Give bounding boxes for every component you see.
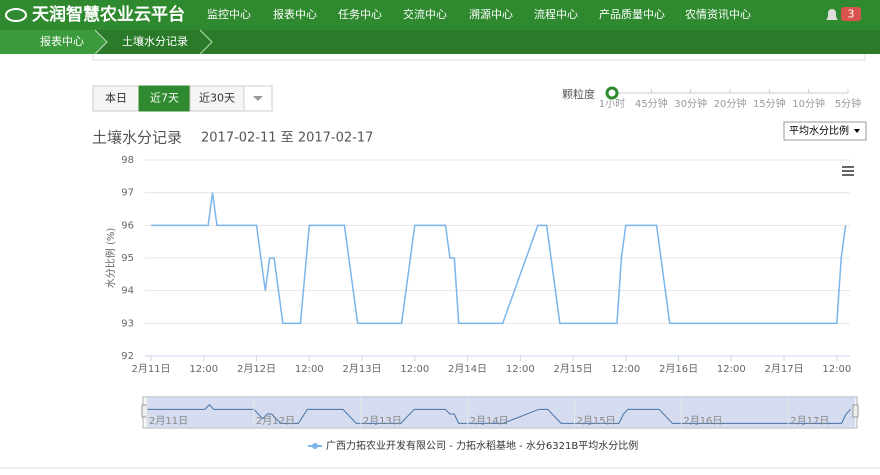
- badge-count: 3: [848, 8, 855, 21]
- x-tick-label: 12:00: [295, 364, 324, 375]
- slider-option[interactable]: 10分钟: [792, 97, 825, 110]
- x-tick-label: 2月15日: [553, 363, 592, 375]
- x-tick-label: 2月14日: [448, 363, 487, 375]
- slider-option[interactable]: 20分钟: [714, 97, 747, 110]
- crumb[interactable]: 报表中心: [40, 34, 84, 48]
- chart-subtitle: 2017-02-11 至 2017-02-17: [201, 131, 373, 146]
- metric-select-text: 平均水分比例: [789, 124, 849, 137]
- navigator-handle[interactable]: [852, 404, 859, 418]
- y-tick-label: 94: [121, 286, 134, 297]
- range-button[interactable]: [138, 85, 191, 112]
- crumb-sep: [94, 29, 213, 55]
- legend-marker: [312, 443, 318, 449]
- x-tick-label: 12:00: [506, 364, 535, 375]
- chart-title: 土壤水分记录: [92, 129, 182, 147]
- nav-item[interactable]: 报表中心: [273, 7, 317, 21]
- y-tick-label: 98: [121, 155, 134, 166]
- x-tick-label: 12:00: [189, 364, 218, 375]
- nav-item[interactable]: 农情资讯中心: [685, 7, 751, 21]
- slider-option[interactable]: 1小时: [599, 98, 625, 110]
- top-bar: [0, 0, 880, 30]
- x-tick-label: 2月13日: [342, 363, 381, 375]
- badge: [841, 7, 861, 21]
- nav-item[interactable]: 流程中心: [534, 7, 578, 21]
- legend-label[interactable]: 广西力拓农业开发有限公司 - 力拓水稻基地 - 水分6321B平均水分比例: [326, 439, 638, 452]
- y-tick-label: 97: [121, 188, 134, 199]
- granularity-label: 颗粒度: [562, 87, 595, 101]
- x-tick-label: 2月17日: [765, 363, 804, 375]
- logo-icon: [5, 8, 27, 22]
- slider-handle[interactable]: [605, 86, 619, 100]
- navigator-label: 2月14日: [470, 415, 509, 427]
- x-tick-label: 12:00: [611, 364, 640, 375]
- navigator-label: 2月11日: [149, 415, 188, 427]
- range-button[interactable]: [92, 85, 140, 112]
- select-arrow: [854, 129, 860, 133]
- x-tick-label: 2月12日: [237, 363, 276, 375]
- panel-edge: [92, 54, 866, 61]
- slider-option[interactable]: 30分钟: [674, 97, 707, 110]
- nav-item[interactable]: 溯源中心: [469, 7, 513, 21]
- y-tick-label: 96: [121, 220, 134, 231]
- navigator-line: [147, 403, 851, 424]
- range-button-label: 近30天: [199, 92, 235, 105]
- navigator-label: 2月16日: [683, 415, 722, 427]
- y-tick-label: 93: [121, 318, 134, 329]
- navigator-label: 2月17日: [790, 415, 829, 427]
- nav-item[interactable]: 监控中心: [207, 7, 251, 21]
- x-tick-label: 2月11日: [131, 363, 170, 375]
- nav-item[interactable]: 产品质量中心: [599, 7, 665, 21]
- navigator-label: 2月12日: [256, 415, 295, 427]
- range-button[interactable]: [189, 85, 245, 112]
- slider-option[interactable]: 15分钟: [753, 97, 786, 110]
- navigator-label: 2月13日: [363, 415, 402, 427]
- dropdown-arrow: [253, 96, 263, 101]
- bell-icon[interactable]: [826, 9, 838, 20]
- data-line: [151, 192, 847, 325]
- navigator-label: 2月15日: [576, 415, 615, 427]
- crumb[interactable]: 土壤水分记录: [122, 34, 188, 48]
- slider-option[interactable]: 45分钟: [635, 97, 668, 110]
- chart-menu[interactable]: [842, 166, 854, 176]
- range-button-label: 本日: [105, 91, 127, 105]
- nav-item[interactable]: 交流中心: [403, 7, 447, 21]
- y-axis-title: 水分比例 (%): [104, 228, 117, 289]
- y-tick-label: 92: [121, 351, 134, 362]
- metric-select[interactable]: [783, 121, 867, 141]
- x-tick-label: 2月16日: [659, 363, 698, 375]
- navigator-handle[interactable]: [141, 404, 148, 418]
- x-tick-label: 12:00: [822, 364, 851, 375]
- logo: 天润智慧农业云平台: [32, 4, 185, 25]
- breadcrumb-bar: [0, 30, 880, 54]
- slider-option[interactable]: 5分钟: [835, 97, 861, 110]
- crumb-bg: [0, 30, 107, 54]
- nav-item[interactable]: 任务中心: [338, 8, 382, 21]
- x-tick-label: 12:00: [400, 364, 429, 375]
- range-button-label: 近7天: [150, 92, 179, 105]
- x-tick-label: 12:00: [717, 364, 746, 375]
- y-tick-label: 95: [121, 253, 134, 264]
